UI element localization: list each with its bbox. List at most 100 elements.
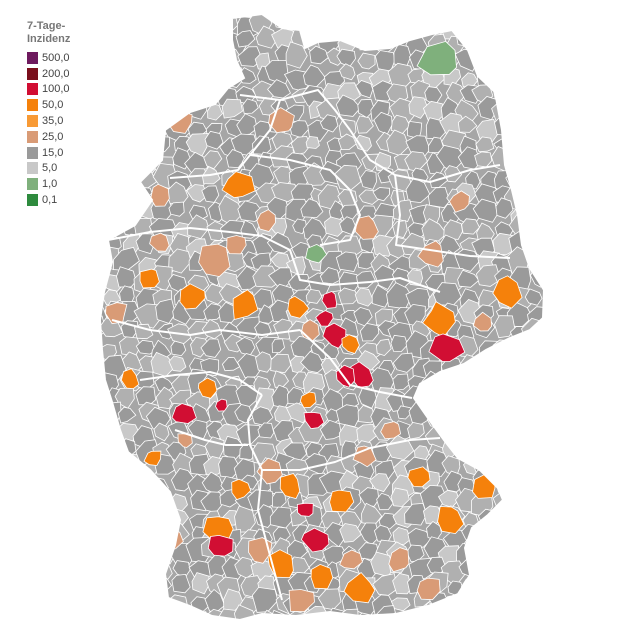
district-area (155, 386, 175, 410)
legend-item: 15,0 (27, 145, 117, 161)
district-area (528, 389, 544, 410)
state-border (299, 437, 441, 471)
district-area (116, 266, 137, 288)
district-area (531, 456, 544, 471)
district-area (392, 352, 415, 373)
district-area (117, 147, 140, 168)
district-area (494, 315, 516, 339)
district-area (461, 218, 480, 235)
district-area (407, 527, 432, 548)
district-area (133, 14, 158, 19)
district-highlight (305, 243, 328, 264)
district-area (405, 177, 431, 204)
district-area (511, 612, 532, 620)
district-area (285, 14, 307, 18)
district-area (528, 83, 544, 104)
district-area (436, 14, 463, 17)
district-area (457, 115, 478, 133)
district-area (472, 45, 497, 68)
district-area (119, 590, 139, 612)
district-highlight (380, 421, 402, 440)
district-area (100, 559, 107, 577)
district-area (519, 541, 544, 565)
district-area (319, 419, 342, 440)
legend-label: 100,0 (42, 83, 70, 96)
district-area (132, 523, 158, 546)
district-area (100, 508, 129, 536)
district-area (528, 597, 544, 616)
district-area (292, 218, 307, 235)
district-area (404, 502, 428, 526)
district-area (372, 187, 390, 202)
district-highlight (437, 506, 465, 535)
district-area (100, 490, 104, 510)
district-area (523, 490, 544, 517)
district-highlight (339, 549, 363, 570)
district-area (371, 284, 390, 308)
district-area (528, 236, 544, 255)
district-area (185, 85, 207, 106)
district-area (100, 575, 106, 599)
district-area (152, 14, 177, 34)
district-area (359, 170, 377, 190)
district-area (255, 25, 278, 49)
district-highlight (492, 275, 523, 309)
district-area (519, 128, 544, 156)
district-highlight (335, 364, 356, 388)
district-area (120, 22, 135, 38)
district-area (357, 52, 376, 70)
state-border (249, 154, 361, 246)
district-area (149, 65, 176, 90)
district-area (474, 544, 495, 565)
district-area (480, 575, 500, 593)
district-area (494, 574, 519, 598)
district-area (526, 553, 544, 575)
district-area (100, 423, 108, 443)
district-area (390, 487, 410, 507)
district-area (121, 504, 145, 529)
legend-label: 0,1 (42, 194, 58, 207)
district-area (257, 422, 275, 439)
district-area (101, 611, 118, 620)
district-area (100, 442, 102, 460)
district-area (242, 98, 259, 114)
legend: 7-Tage- Inzidenz 500,0 200,0 100,0 50,0 35,0… (27, 20, 117, 208)
district-area (254, 504, 276, 528)
district-area (114, 127, 142, 155)
district-area (459, 432, 482, 460)
district-area (506, 148, 531, 173)
legend-title: 7-Tage- Inzidenz (27, 20, 71, 45)
district-area (100, 606, 112, 620)
district-area (361, 14, 378, 17)
district-area (100, 468, 109, 494)
legend-item: 35,0 (27, 113, 117, 129)
district-area (411, 14, 427, 31)
legend-item: 0,1 (27, 192, 117, 208)
legend-swatch (27, 115, 38, 128)
legend-swatch (27, 194, 38, 207)
district-area (133, 477, 153, 495)
district-area (358, 542, 379, 560)
district-area (494, 420, 517, 443)
legend-swatch (27, 146, 38, 159)
district-highlight (299, 391, 317, 409)
district-area (285, 41, 308, 69)
district-highlight (231, 478, 252, 501)
district-area (490, 14, 516, 18)
district-area (514, 576, 531, 598)
district-area (154, 101, 175, 120)
district-area (426, 449, 451, 478)
district-highlight (256, 457, 283, 485)
district-area (393, 43, 412, 67)
district-area (375, 338, 392, 357)
district-area (440, 404, 465, 432)
legend-item: 25,0 (27, 129, 117, 145)
district-area (168, 201, 185, 217)
district-area (221, 98, 243, 119)
district-area (373, 264, 395, 291)
district-area (123, 80, 143, 99)
district-area (182, 61, 208, 84)
district-area (154, 606, 180, 620)
district-area (209, 32, 226, 48)
legend-item: 100,0 (27, 82, 117, 98)
